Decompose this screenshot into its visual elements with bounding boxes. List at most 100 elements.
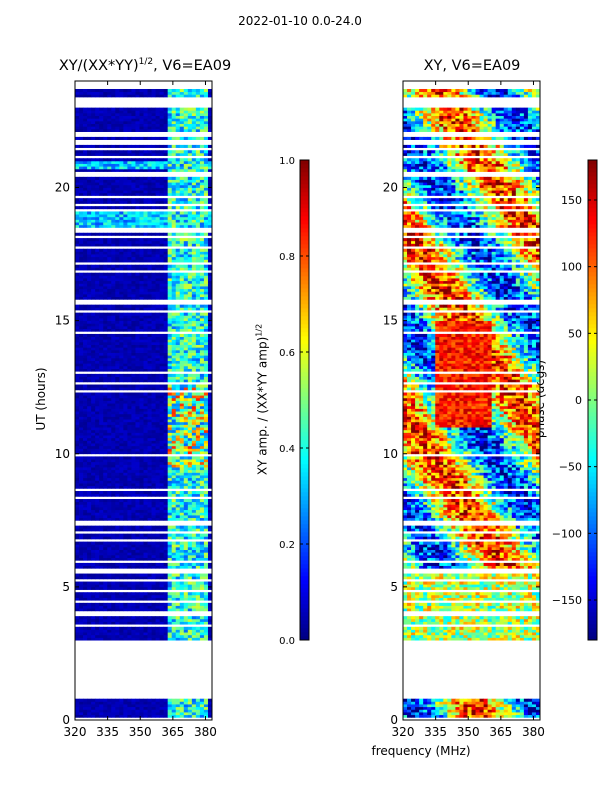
heatmap-cell	[91, 387, 96, 391]
heatmap-cell	[79, 296, 84, 300]
heatmap-cell	[103, 512, 108, 516]
heatmap-cell	[151, 706, 156, 710]
heatmap-cell	[167, 291, 173, 295]
heatmap-cell	[95, 501, 100, 505]
heatmap-cell	[135, 291, 140, 295]
heatmap-cell	[99, 400, 104, 404]
heatmap-cell	[75, 206, 80, 210]
heatmap-cell	[79, 411, 84, 415]
heatmap-cell	[87, 704, 92, 708]
heatmap-cell	[195, 288, 201, 292]
heatmap-cell	[123, 485, 128, 489]
heatmap-cell	[143, 701, 148, 705]
heatmap-cell	[163, 283, 169, 287]
heatmap-cell	[79, 224, 84, 228]
heatmap-cell	[103, 533, 108, 537]
heatmap-cell	[115, 376, 120, 380]
heatmap-cell	[143, 256, 148, 260]
heatmap-cell	[147, 443, 152, 447]
heatmap-cell	[139, 232, 144, 236]
heatmap-cell	[187, 291, 193, 295]
heatmap-cell	[123, 182, 128, 186]
heatmap-cell	[135, 363, 140, 367]
heatmap-cell	[143, 184, 148, 188]
heatmap-cell	[91, 376, 96, 380]
heatmap-cell	[79, 467, 84, 471]
heatmap-cell	[203, 709, 209, 713]
heatmap-cell	[203, 424, 209, 428]
heatmap-cell	[87, 317, 92, 322]
heatmap-cell	[83, 440, 88, 444]
heatmap-cell	[203, 499, 209, 503]
heatmap-cell	[171, 557, 177, 561]
heatmap-cell	[199, 216, 205, 220]
heatmap-cell	[79, 712, 84, 716]
heatmap-cell	[79, 541, 84, 545]
heatmap-cell	[107, 349, 112, 353]
heatmap-cell	[203, 621, 209, 625]
heatmap-cell	[83, 408, 88, 412]
heatmap-cell	[91, 432, 96, 436]
heatmap-cell	[87, 461, 92, 465]
heatmap-cell	[135, 621, 140, 625]
heatmap-cell	[143, 368, 148, 372]
heatmap-cell	[199, 480, 205, 484]
heatmap-cell	[135, 704, 140, 708]
heatmap-cell	[175, 365, 181, 369]
heatmap-cell	[175, 517, 181, 521]
heatmap-cell	[95, 541, 100, 545]
heatmap-cell	[171, 459, 177, 463]
heatmap-cell	[203, 443, 209, 447]
heatmap-cell	[163, 379, 169, 383]
heatmap-cell	[175, 408, 181, 412]
heatmap-cell	[87, 355, 92, 359]
heatmap-cell	[127, 536, 132, 540]
heatmap-cell	[83, 344, 88, 348]
heatmap-cell	[103, 709, 108, 713]
heatmap-cell	[99, 704, 104, 708]
heatmap-cell	[123, 408, 128, 412]
heatmap-cell	[99, 395, 104, 399]
heatmap-cell	[191, 307, 197, 311]
heatmap-cell	[151, 701, 156, 705]
heatmap-cell	[163, 448, 169, 452]
heatmap-cell	[75, 464, 80, 468]
heatmap-cell	[171, 238, 177, 242]
heatmap-cell	[135, 232, 140, 236]
heatmap-cell	[167, 411, 173, 415]
heatmap-cell	[111, 475, 116, 479]
heatmap-cell	[187, 616, 193, 620]
heatmap-cell	[107, 440, 112, 444]
heatmap-cell	[111, 576, 116, 580]
heatmap-cell	[203, 397, 209, 401]
heatmap-cell	[175, 344, 181, 348]
heatmap-cell	[143, 493, 148, 497]
heatmap-cell	[171, 272, 177, 276]
heatmap-cell	[167, 328, 173, 332]
heatmap-cell	[167, 403, 173, 407]
heatmap-cell	[75, 182, 80, 186]
heatmap-cell	[183, 291, 189, 295]
heatmap-cell	[103, 325, 108, 330]
heatmap-cell	[127, 499, 132, 503]
heatmap-cell	[199, 307, 205, 311]
heatmap-cell	[151, 504, 156, 508]
heatmap-cell	[175, 363, 181, 367]
heatmap-cell	[79, 357, 84, 361]
heatmap-cell	[199, 507, 205, 511]
heatmap-cell	[139, 291, 144, 295]
heatmap-cell	[179, 427, 185, 431]
heatmap-cell	[99, 294, 104, 298]
heatmap-cell	[91, 187, 96, 191]
heatmap-cell	[131, 291, 136, 295]
heatmap-cell	[147, 512, 152, 516]
heatmap-cell	[147, 432, 152, 436]
heatmap-cell	[155, 584, 161, 588]
heatmap-cell	[195, 592, 201, 596]
heatmap-cell	[183, 592, 189, 596]
heatmap-cell	[95, 504, 100, 508]
heatmap-cell	[111, 219, 116, 223]
heatmap-cell	[203, 248, 209, 252]
heatmap-cell	[151, 552, 156, 556]
heatmap-cell	[147, 198, 152, 202]
